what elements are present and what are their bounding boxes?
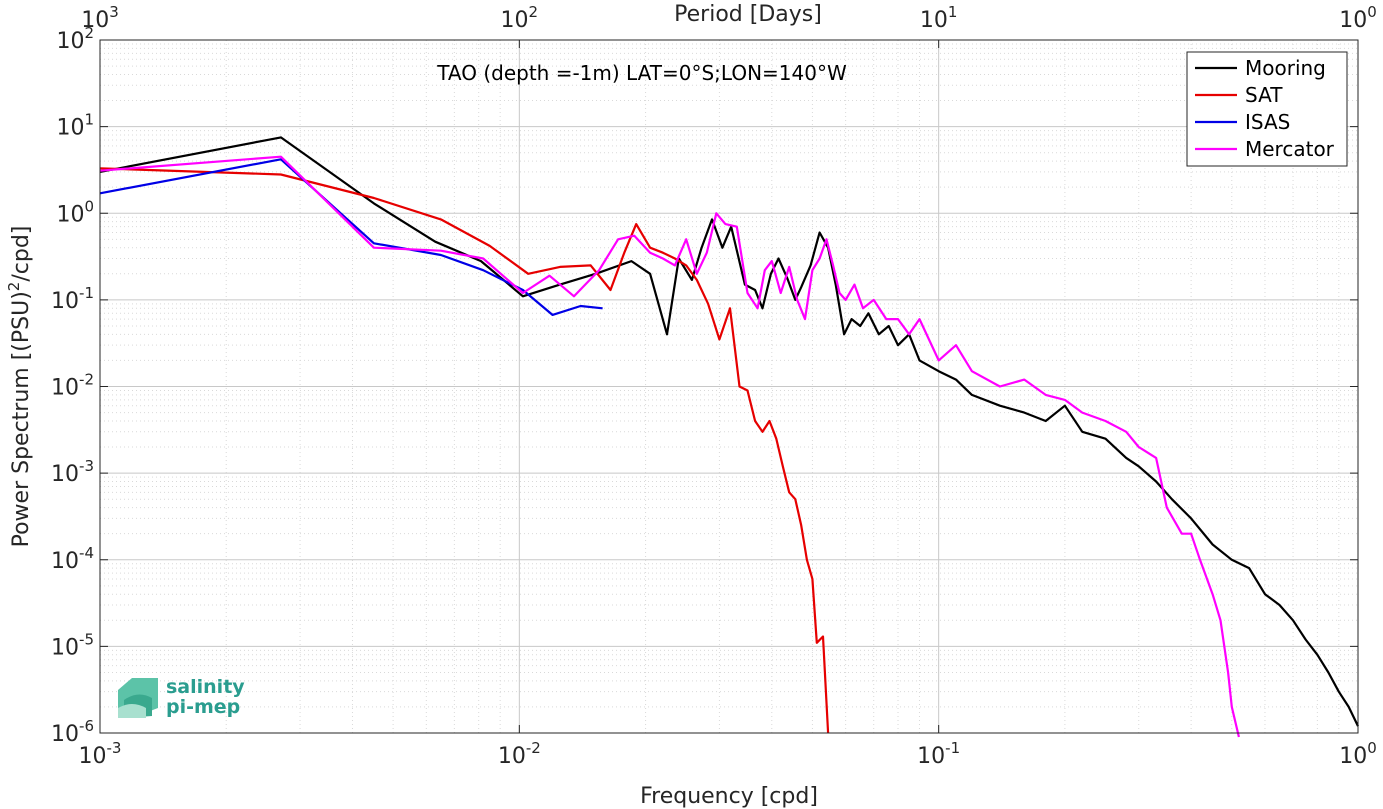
top-tick-label: 101 xyxy=(920,3,958,33)
logo-line2: pi-mep xyxy=(166,696,240,718)
y-tick-label-exponent: -1 xyxy=(79,284,94,302)
axis-ticks xyxy=(99,39,1359,734)
legend-label-sat: SAT xyxy=(1245,83,1283,107)
y-tick-label-base: 10 xyxy=(51,289,79,314)
legend-label-mooring: Mooring xyxy=(1245,56,1326,80)
top-tick-label-base: 10 xyxy=(1339,8,1367,33)
series-line-mooring xyxy=(99,136,1359,727)
top-tick-label-exponent: 3 xyxy=(109,3,119,21)
y-tick-label-exponent: 0 xyxy=(84,197,94,215)
top-tick-label-exponent: 0 xyxy=(1367,3,1377,21)
series-layer xyxy=(99,136,1359,738)
y-tick-label-exponent: -3 xyxy=(79,457,94,475)
y-tick-label-base: 10 xyxy=(51,722,79,747)
top-tick-label-base: 10 xyxy=(81,8,109,33)
y-tick-label-base: 10 xyxy=(51,635,79,660)
y-tick-label: 10-4 xyxy=(51,544,94,574)
top-tick-label: 100 xyxy=(1339,3,1377,33)
x-tick-label-exponent: -3 xyxy=(107,739,122,757)
y-tick-label-base: 10 xyxy=(56,29,84,54)
y-axis-label-main: Power Spectrum [(PSU) xyxy=(9,291,34,547)
y-tick-label: 10-1 xyxy=(51,284,94,314)
y-tick-label-base: 10 xyxy=(56,202,84,227)
y-tick-label: 10-3 xyxy=(51,457,94,487)
legend: Mooring SAT ISAS Mercator xyxy=(1186,51,1348,167)
x-tick-label: 100 xyxy=(1339,739,1377,769)
y-tick-label-base: 10 xyxy=(56,116,84,141)
y-tick-label-exponent: -4 xyxy=(79,544,94,562)
y-tick-label: 101 xyxy=(56,111,94,141)
x-tick-label-base: 10 xyxy=(498,744,526,769)
y-axis-label-unit: /cpd] xyxy=(9,226,34,282)
x-tick-label: 10-3 xyxy=(79,739,122,769)
top-tick-label-exponent: 1 xyxy=(948,3,958,21)
y-tick-label-exponent: -5 xyxy=(79,630,94,648)
minor-grid xyxy=(100,40,1358,733)
top-tick-label-exponent: 2 xyxy=(529,3,539,21)
y-tick-label-exponent: 2 xyxy=(84,24,94,42)
logo-wave-front-icon xyxy=(118,704,146,718)
series-line-sat xyxy=(99,167,830,734)
y-tick-label: 10-5 xyxy=(51,630,94,660)
x-tick-label-base: 10 xyxy=(79,744,107,769)
legend-label-isas: ISAS xyxy=(1245,110,1290,134)
x-tick-label: 10-2 xyxy=(498,739,541,769)
series-line-mercator xyxy=(99,155,1240,738)
top-tick-label: 102 xyxy=(501,3,539,33)
logo-line1: salinity xyxy=(166,676,245,698)
y-tick-label-exponent: 1 xyxy=(84,111,94,129)
x-tick-label-exponent: 0 xyxy=(1367,739,1377,757)
x-tick-label-base: 10 xyxy=(917,744,945,769)
top-tick-label-base: 10 xyxy=(501,8,529,33)
legend-label-mercator: Mercator xyxy=(1245,137,1335,161)
salinity-pi-mep-logo: salinity pi-mep xyxy=(118,676,245,718)
y-tick-label: 10-6 xyxy=(51,717,94,747)
top-tick-label: 103 xyxy=(81,3,119,33)
y-tick-label-exponent: -6 xyxy=(79,717,94,735)
y-axis-label-exponent: 2 xyxy=(5,282,23,292)
series-line-isas xyxy=(99,158,603,316)
y-tick-label-base: 10 xyxy=(51,462,79,487)
legend-box xyxy=(1186,51,1348,167)
y-tick-label-base: 10 xyxy=(51,376,79,401)
chart-title: TAO (depth =-1m) LAT=0°S;LON=140°W xyxy=(436,61,847,85)
y-axis-label: Power Spectrum [(PSU)2/cpd] xyxy=(5,226,34,548)
y-tick-label: 102 xyxy=(56,24,94,54)
y-tick-label: 100 xyxy=(56,197,94,227)
top-tick-label-base: 10 xyxy=(920,8,948,33)
y-tick-label-exponent: -2 xyxy=(79,371,94,389)
y-tick-label: 10-2 xyxy=(51,371,94,401)
x-tick-label: 10-1 xyxy=(917,739,960,769)
x-tick-label-exponent: -1 xyxy=(945,739,960,757)
y-tick-label-base: 10 xyxy=(51,549,79,574)
x-tick-label-exponent: -2 xyxy=(526,739,541,757)
top-axis-label: Period [Days] xyxy=(674,2,822,27)
x-tick-label-base: 10 xyxy=(1339,744,1367,769)
x-axis-label: Frequency [cpd] xyxy=(640,784,818,809)
